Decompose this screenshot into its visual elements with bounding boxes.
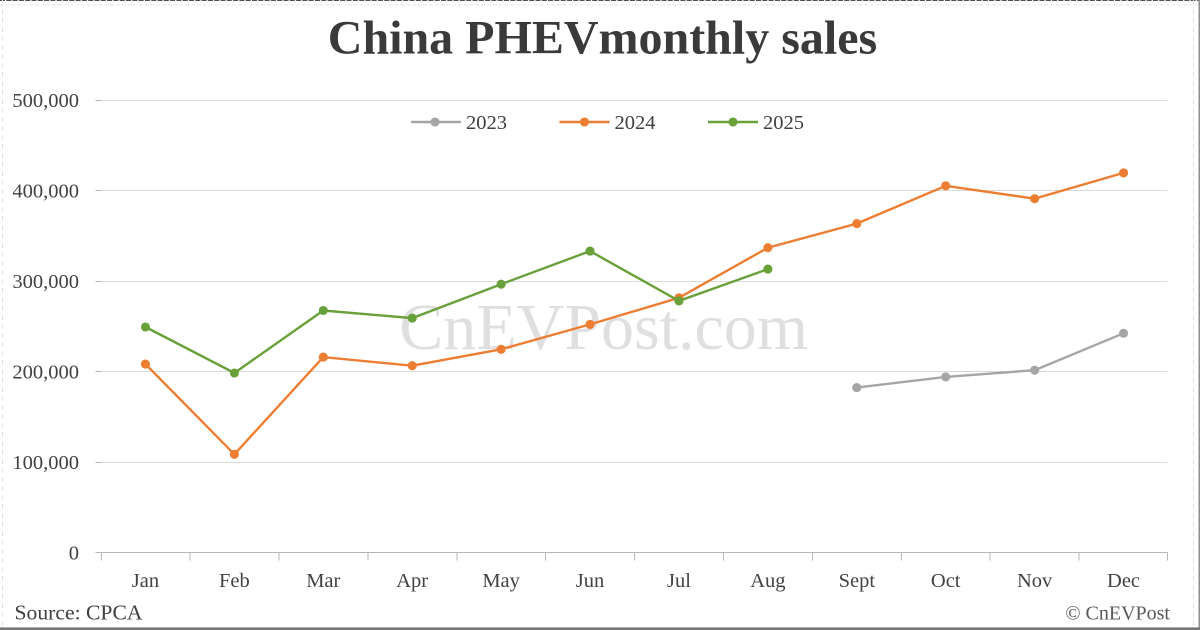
- svg-text:Jan: Jan: [132, 570, 159, 592]
- svg-text:Oct: Oct: [931, 570, 961, 592]
- svg-text:300,000: 300,000: [12, 271, 79, 293]
- svg-text:China PHEVmonthly sales: China PHEVmonthly sales: [328, 12, 877, 65]
- svg-text:400,000: 400,000: [12, 181, 79, 203]
- svg-text:© CnEVPost: © CnEVPost: [1065, 603, 1170, 625]
- svg-text:500,000: 500,000: [12, 90, 79, 112]
- svg-text:CnEVPost.com: CnEVPost.com: [399, 291, 808, 364]
- svg-text:Dec: Dec: [1107, 570, 1140, 592]
- svg-text:Sept: Sept: [839, 570, 876, 592]
- svg-text:100,000: 100,000: [12, 452, 79, 474]
- svg-text:2025: 2025: [763, 112, 804, 134]
- svg-text:2024: 2024: [615, 112, 656, 134]
- svg-text:Mar: Mar: [306, 570, 340, 592]
- svg-text:May: May: [482, 570, 520, 592]
- svg-text:200,000: 200,000: [12, 362, 79, 384]
- svg-text:2023: 2023: [466, 112, 507, 134]
- svg-text:0: 0: [69, 543, 79, 565]
- svg-text:Jul: Jul: [667, 570, 691, 592]
- svg-text:Feb: Feb: [219, 570, 250, 592]
- svg-text:Aug: Aug: [750, 570, 785, 592]
- svg-text:Source: CPCA: Source: CPCA: [15, 601, 144, 625]
- svg-text:Apr: Apr: [396, 570, 428, 592]
- svg-text:Nov: Nov: [1017, 570, 1053, 592]
- svg-text:Jun: Jun: [576, 570, 604, 592]
